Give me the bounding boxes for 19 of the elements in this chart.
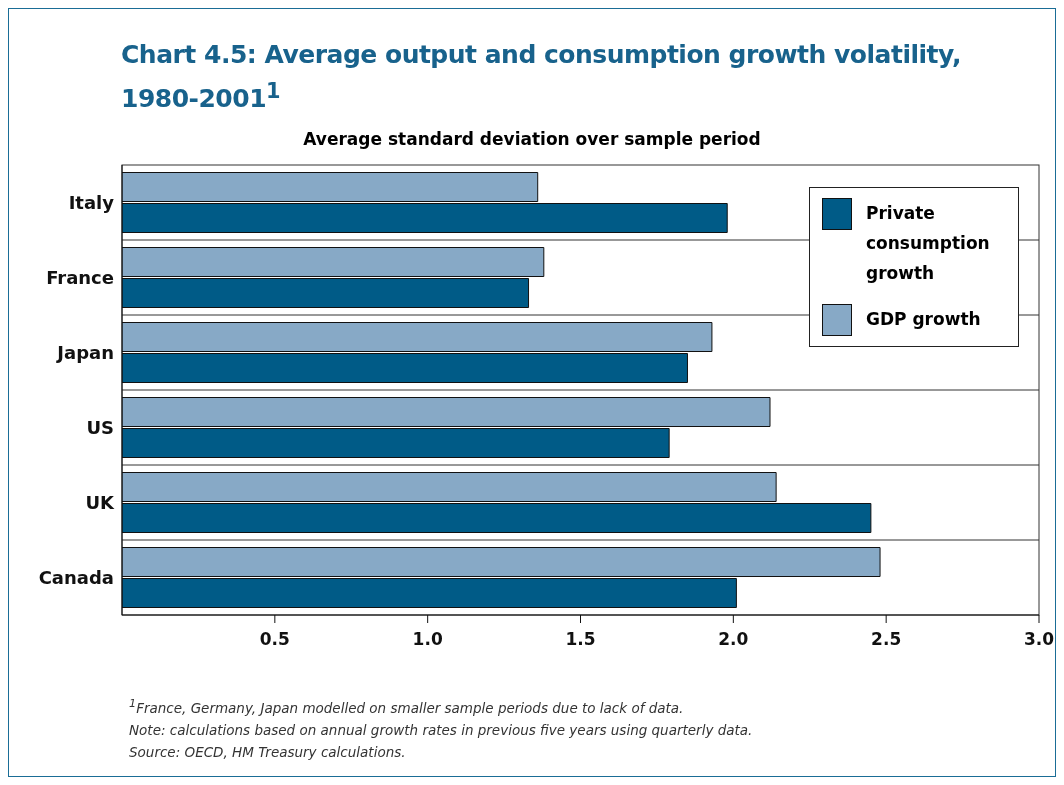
chart-subtitle: Average standard deviation over sample period [302, 129, 762, 149]
y-tick-label: Italy [68, 191, 115, 213]
text: $^{1}$France, Germany, Japan modelled on smaller sample periods due to lack of data. [129, 696, 685, 718]
legend-label: GDP growth [866, 308, 981, 331]
source-note: Source: OECD, HM Treasury calculations. [129, 742, 407, 762]
x-tick-label: 1.0 [412, 629, 443, 650]
x-tick-label: 3.0 [1023, 629, 1055, 650]
x-tick-label: 1.5 [565, 629, 596, 650]
text: Note: calculations based on annual growth rates in previous five years using quarterly data. [129, 720, 753, 740]
y-tick-label: Japan [55, 341, 114, 363]
legend-label: Private consumption growth [866, 202, 991, 285]
chart-title: Chart 4.5: Average output and consumption growth volatility, 1980-2001$^{1}$ [121, 39, 962, 116]
y-tick-label: Canada [38, 566, 114, 588]
y-tick-label: US [86, 416, 114, 438]
x-tick-label: 2.5 [871, 629, 902, 650]
y-tick-label: France [46, 266, 114, 288]
x-tick-label: 2.0 [718, 629, 749, 650]
x-tick-label: 0.5 [259, 629, 290, 650]
y-tick-label: UK [85, 491, 116, 513]
